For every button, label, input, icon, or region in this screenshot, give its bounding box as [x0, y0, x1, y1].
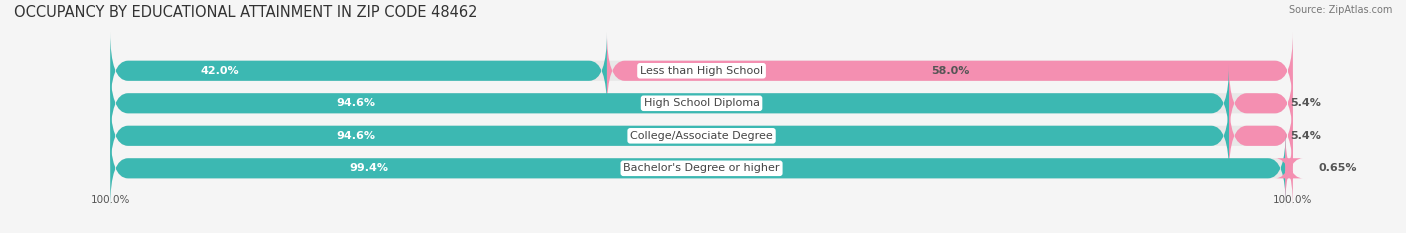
FancyBboxPatch shape — [110, 130, 1285, 207]
FancyBboxPatch shape — [110, 65, 1229, 142]
Text: 94.6%: 94.6% — [337, 98, 375, 108]
FancyBboxPatch shape — [110, 32, 607, 110]
Text: Source: ZipAtlas.com: Source: ZipAtlas.com — [1288, 5, 1392, 15]
FancyBboxPatch shape — [1275, 130, 1303, 207]
Text: Bachelor's Degree or higher: Bachelor's Degree or higher — [623, 163, 780, 173]
FancyBboxPatch shape — [110, 130, 1294, 207]
Text: 5.4%: 5.4% — [1291, 131, 1322, 141]
FancyBboxPatch shape — [1229, 65, 1294, 142]
FancyBboxPatch shape — [110, 97, 1229, 175]
FancyBboxPatch shape — [110, 65, 1294, 142]
FancyBboxPatch shape — [110, 32, 1294, 110]
Text: 94.6%: 94.6% — [337, 131, 375, 141]
Text: 58.0%: 58.0% — [931, 66, 969, 76]
Text: 99.4%: 99.4% — [349, 163, 388, 173]
Text: 42.0%: 42.0% — [200, 66, 239, 76]
Text: High School Diploma: High School Diploma — [644, 98, 759, 108]
Text: Less than High School: Less than High School — [640, 66, 763, 76]
Text: 5.4%: 5.4% — [1291, 98, 1322, 108]
FancyBboxPatch shape — [110, 97, 1294, 175]
Text: 0.65%: 0.65% — [1319, 163, 1357, 173]
Text: OCCUPANCY BY EDUCATIONAL ATTAINMENT IN ZIP CODE 48462: OCCUPANCY BY EDUCATIONAL ATTAINMENT IN Z… — [14, 5, 478, 20]
FancyBboxPatch shape — [607, 32, 1294, 110]
FancyBboxPatch shape — [1229, 97, 1294, 175]
Text: College/Associate Degree: College/Associate Degree — [630, 131, 773, 141]
